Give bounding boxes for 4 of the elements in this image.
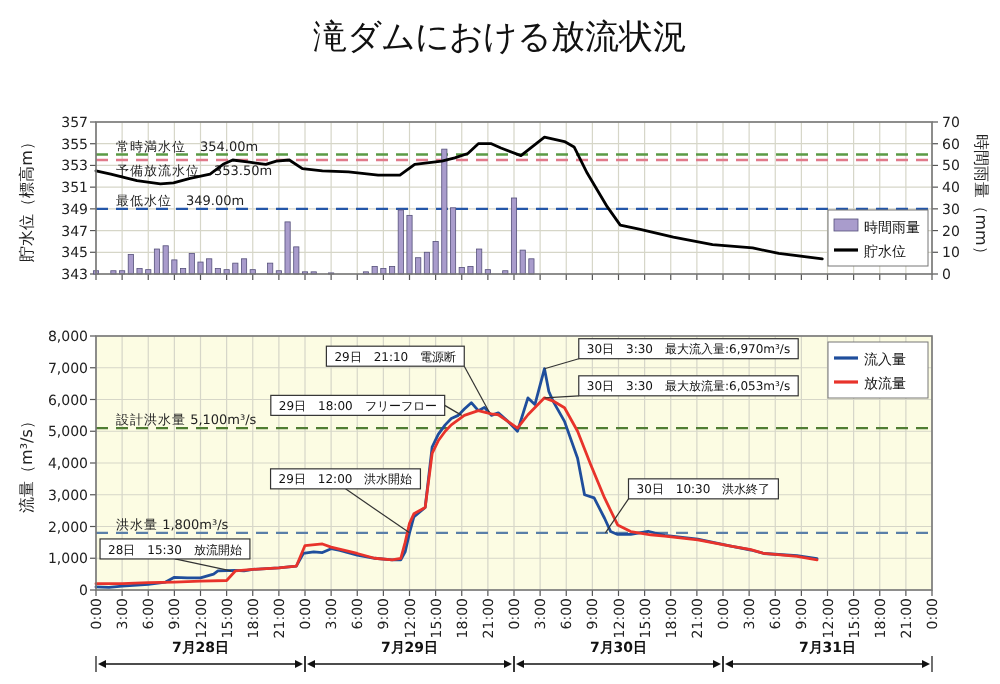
y-axis-title: 貯水位（標高m） <box>18 134 36 262</box>
y-axis-title: 流量（m³/s） <box>18 413 36 513</box>
chart-title: 滝ダムにおける放流状況 <box>313 18 687 58</box>
y2-axis-title: 時間雨量（mm） <box>972 134 990 262</box>
